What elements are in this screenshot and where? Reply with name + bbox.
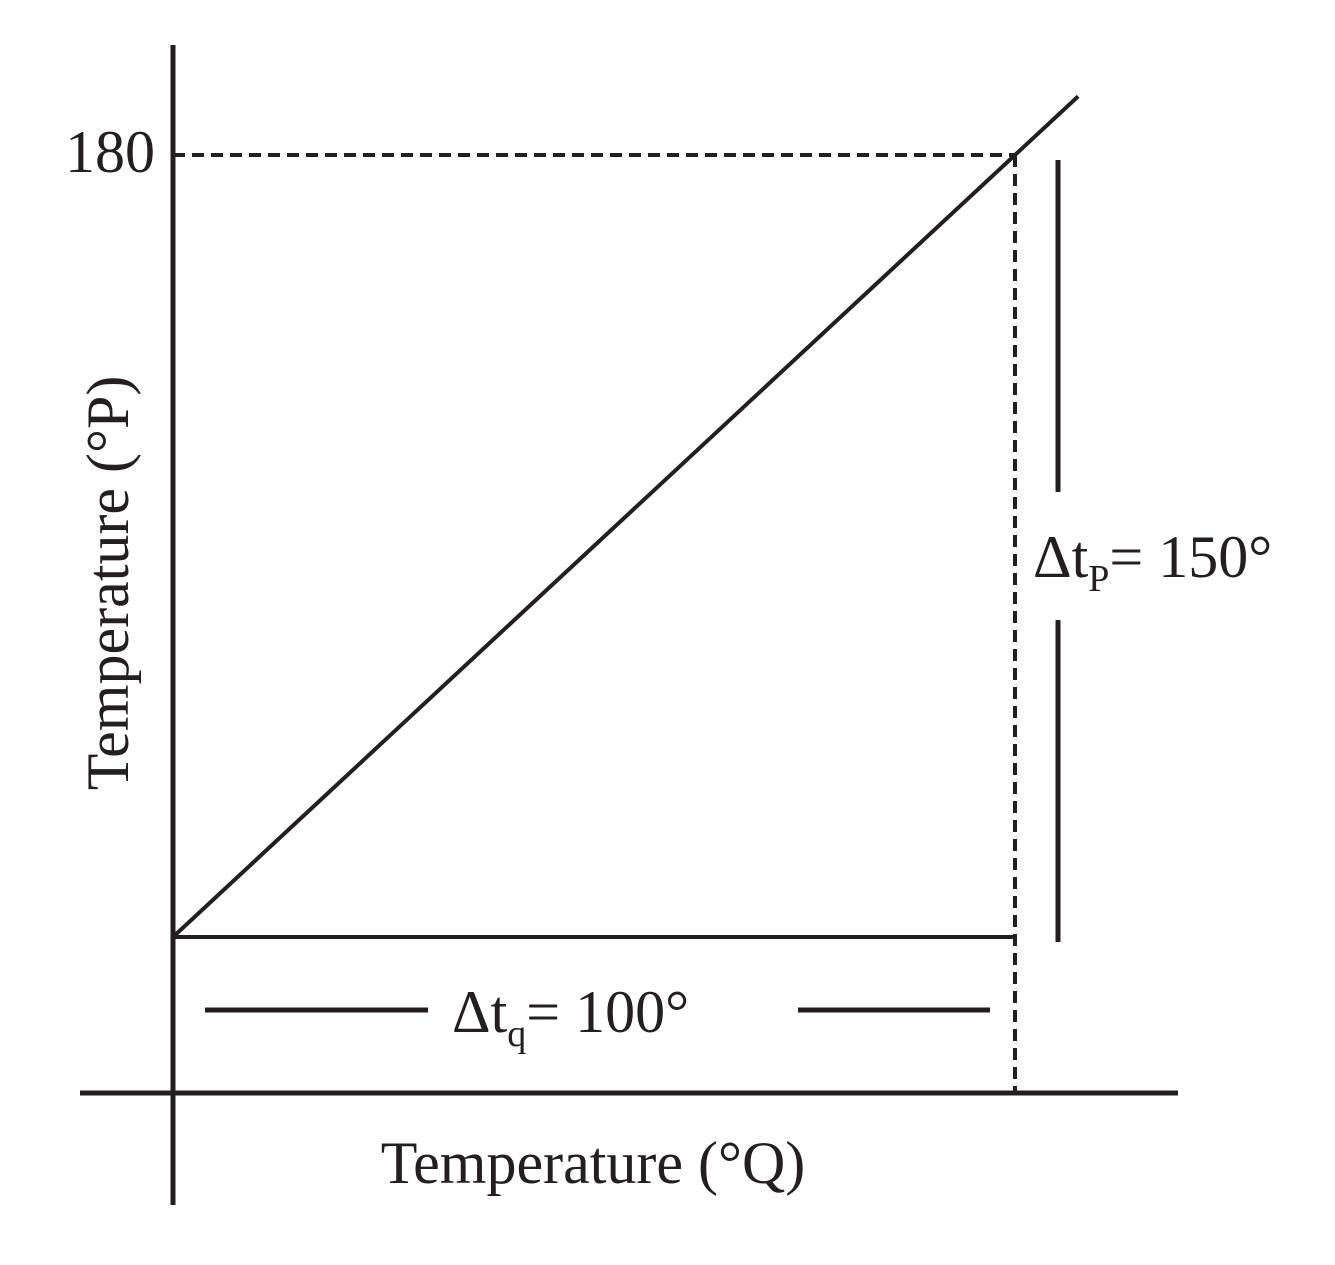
series-line (171, 94, 1080, 939)
y-axis-label: Temperature (°P) (75, 376, 141, 791)
y-tick-label-180: 180 (65, 119, 155, 185)
x-axis-label: Temperature (°Q) (381, 1130, 806, 1196)
delta-q-label: Δtq= 100° (452, 979, 689, 1055)
delta-p-label: ΔtP= 150° (1033, 524, 1272, 600)
